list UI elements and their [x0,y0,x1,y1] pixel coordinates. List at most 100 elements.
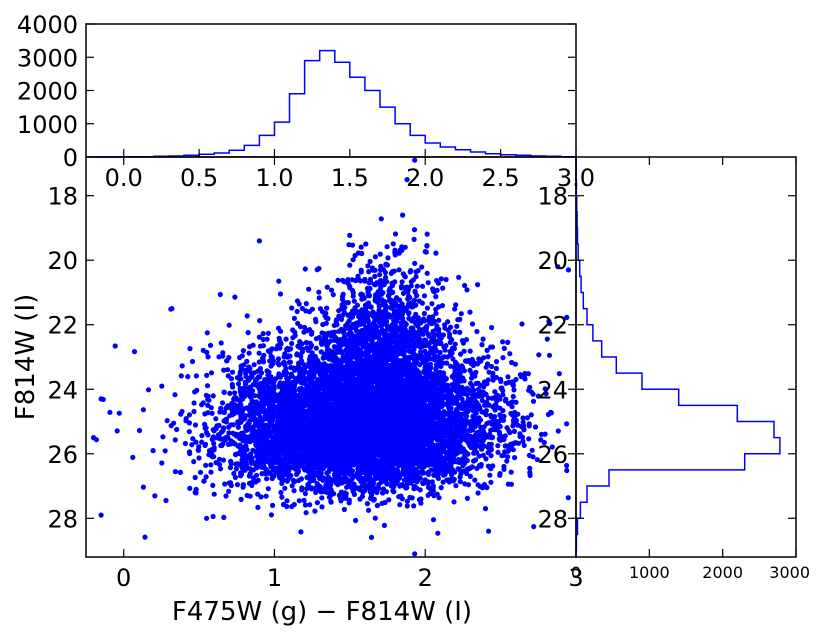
scatter-point [204,383,211,389]
scatter-point [172,392,178,398]
scatter-point [451,499,457,505]
scatter-point [229,369,236,375]
scatter-point [457,329,463,335]
scatter-point [189,358,196,365]
scatter-point [538,437,544,443]
scatter-point [140,484,146,490]
scatter-point [399,279,405,285]
scatter-point [174,426,180,433]
scatter-point [282,485,288,491]
scatter-point [424,243,430,249]
scatter-point [390,241,396,247]
scatter-point [462,282,468,289]
scatter-point [526,423,532,429]
scatter-point [443,276,449,283]
scatter-point [365,263,371,269]
scatter-point [535,393,542,399]
scatter-point [435,475,441,481]
scatter-point [438,485,444,491]
scatter-point [524,415,531,421]
scatter-point [425,280,431,286]
scatter-point [457,479,463,485]
scatter-point [454,323,460,329]
scatter-point [479,446,485,452]
scatter-point [223,493,229,499]
scatter-point [233,466,239,472]
scatter-point [221,409,227,415]
scatter-point [298,529,304,535]
scatter-point [501,413,507,419]
scatter-point [142,534,148,540]
scatter-point [433,310,439,316]
scatter-point [347,232,353,238]
scatter-point [526,452,533,458]
scatter-point [510,423,516,429]
scatter-point [340,330,347,336]
scatter-point [497,405,503,411]
scatter-point [189,442,195,448]
scatter-point [302,502,308,508]
scatter-point [270,502,276,508]
scatter-point [408,283,414,289]
scatter-point [484,361,491,367]
scatter-point [150,448,156,454]
scatter-point [505,374,511,380]
scatter-point [208,462,214,468]
scatter-point [433,347,439,353]
scatter-point [291,315,297,321]
scatter-point [469,321,476,327]
scatter-point [489,363,495,370]
scatter-point [392,247,398,253]
scatter-point [305,347,311,353]
scatter-point [292,332,298,339]
scatter-point [210,434,217,440]
scatter-point [475,490,481,496]
scatter-point [256,350,262,356]
scatter-point [350,257,356,263]
scatter-point [279,494,285,500]
scatter-point [414,283,420,289]
scatter-point [289,503,295,510]
scatter-point [114,428,120,434]
scatter-point [500,355,506,361]
scatter-point [396,267,402,273]
scatter-point [327,338,334,344]
scatter-point [178,411,184,417]
scatter-point [257,318,263,324]
scatter-point [549,444,555,450]
scatter-point [521,442,527,448]
scatter-point [256,374,262,380]
scatter-point [192,474,198,481]
scatter-point [518,423,525,430]
scatter-point [159,460,165,466]
scatter-point [366,269,372,275]
scatter-point [213,416,219,422]
scatter-point [251,362,257,368]
scatter-point [186,412,193,418]
scatter-point [228,376,235,382]
scatter-point [465,482,472,488]
scatter-point [499,453,505,459]
scatter-point [411,227,418,233]
scatter-point [358,244,364,250]
scatter-point [347,262,353,268]
scatter-point [210,482,216,488]
scatter-point [239,353,245,359]
scatter-point [278,489,284,496]
scatter-point [366,507,372,513]
scatter-point [182,440,188,447]
scatter-point [433,250,439,256]
scatter-point [425,492,431,498]
scatter-point [467,348,473,354]
scatter-point [352,252,358,259]
scatter-point [483,456,489,462]
scatter-point [555,428,561,434]
scatter-point [192,389,198,395]
scatter-point [211,440,217,447]
scatter-point [247,344,253,350]
scatter-point [204,330,210,336]
scatter-point [464,470,470,477]
scatter-point [187,346,193,352]
scatter-point [447,331,453,337]
